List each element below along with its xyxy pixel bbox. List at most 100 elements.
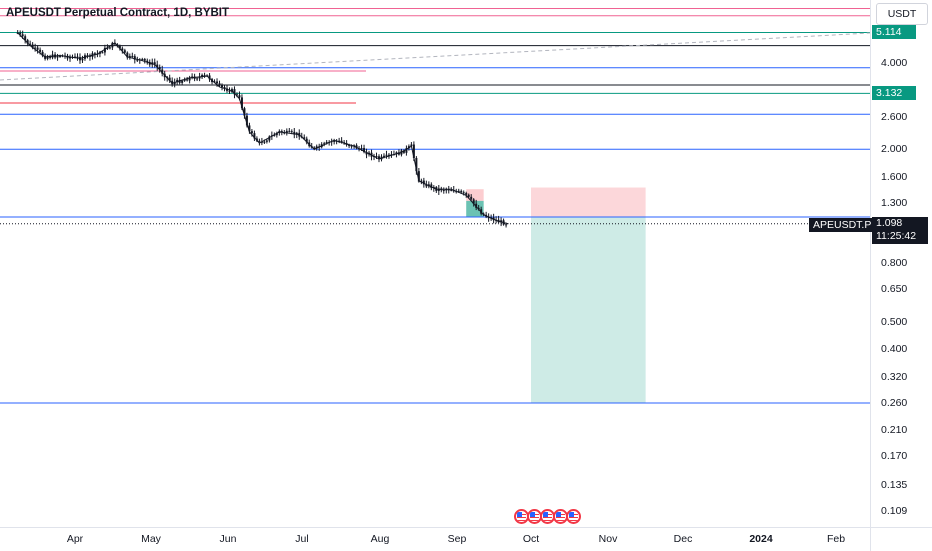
candle-body <box>360 148 363 150</box>
price-series-line <box>17 32 509 225</box>
candle-body <box>323 143 326 145</box>
economic-event-flag-icon[interactable] <box>553 509 568 524</box>
y-tick-label: 1.300 <box>881 196 908 209</box>
candle-body <box>442 190 445 192</box>
x-tick-label: Sep <box>447 533 467 545</box>
candle-body <box>24 36 27 41</box>
candle-body <box>420 180 423 182</box>
y-tick-label: 2.000 <box>881 143 908 156</box>
candle-body <box>405 148 408 153</box>
candle-body <box>128 55 131 58</box>
candle-body <box>333 140 336 142</box>
time-scale[interactable] <box>0 527 870 551</box>
x-tick-label: Feb <box>826 533 846 545</box>
price-scale[interactable]: 4.000 2.600 2.000 1.600 1.300 0.800 0.650 0.500… <box>870 0 932 527</box>
candle-body <box>375 156 378 158</box>
candle-body <box>133 56 136 60</box>
candle-body <box>93 53 96 55</box>
candle-body <box>385 154 388 156</box>
small-position-stop-zone <box>466 189 484 201</box>
y-tick-label: 1.600 <box>881 170 908 183</box>
candle-body <box>228 90 231 92</box>
candle-body <box>275 133 278 136</box>
y-tick-label: 4.000 <box>881 57 908 69</box>
candle-body <box>465 193 468 195</box>
current-price-label: 1.098 11:25:42 <box>872 217 928 244</box>
candle-body <box>382 155 385 157</box>
candle-body <box>191 76 194 78</box>
candle-body <box>153 62 156 65</box>
candle-body <box>430 184 433 189</box>
candle-body <box>243 108 246 116</box>
candle-body <box>425 184 428 187</box>
y-tick-label: 0.800 <box>881 257 908 270</box>
candle-body <box>216 81 219 84</box>
y-tick-label: 0.260 <box>881 397 908 409</box>
candle-body <box>313 147 316 149</box>
candle-body <box>265 140 268 142</box>
symbol-label: APEUSDT.P <box>809 218 876 232</box>
candle-body <box>305 138 308 143</box>
candle-body <box>258 140 261 142</box>
candle-body <box>26 40 29 44</box>
candle-body <box>183 79 186 81</box>
candle-body <box>41 51 44 56</box>
candle-body <box>290 131 293 133</box>
candle-body <box>81 58 84 61</box>
bar-countdown: 11:25:42 <box>876 230 917 242</box>
candle-body <box>363 148 366 153</box>
candle-body <box>250 131 253 134</box>
y-tick-label: 0.500 <box>881 315 908 328</box>
candle-body <box>315 146 318 149</box>
candle-body <box>86 55 89 57</box>
candle-body <box>198 76 201 79</box>
candle-body <box>268 136 271 141</box>
candle-body <box>263 141 266 143</box>
candle-body <box>422 180 425 185</box>
last-price: 1.098 <box>876 217 903 229</box>
candle-body <box>46 56 49 59</box>
candle-body <box>49 56 52 58</box>
candle-body <box>390 154 393 156</box>
candle-body <box>412 144 415 158</box>
candle-body <box>118 45 121 49</box>
candle-body <box>467 194 470 197</box>
x-tick-label: Apr <box>66 533 84 545</box>
candle-body <box>472 199 475 204</box>
candle-body <box>181 80 184 83</box>
x-tick-label: Nov <box>598 533 618 545</box>
candle-body <box>245 115 248 126</box>
candle-body <box>402 150 405 153</box>
candle-body <box>141 59 144 61</box>
candle-body <box>457 190 460 192</box>
x-tick-label: Oct <box>522 533 540 545</box>
candle-body <box>156 64 159 68</box>
y-tick-label: 0.400 <box>881 343 908 356</box>
candle-body <box>69 56 72 59</box>
candle-body <box>273 135 276 137</box>
chart-plot-area[interactable] <box>0 0 870 527</box>
y-tick-label: 0.170 <box>881 449 908 462</box>
candle-body <box>98 52 101 54</box>
candle-body <box>445 189 448 191</box>
candle-body <box>395 152 398 155</box>
short-position-target-zone <box>531 216 646 403</box>
candle-body <box>126 52 129 58</box>
candle-body <box>186 79 189 81</box>
economic-event-flag-icon[interactable] <box>566 509 581 524</box>
y-tick-label: 0.109 <box>881 505 908 518</box>
candle-body <box>505 224 508 226</box>
candle-body <box>355 145 358 149</box>
candle-body <box>196 78 199 80</box>
candle-body <box>111 42 114 48</box>
candle-body <box>470 196 473 200</box>
candle-body <box>218 83 221 86</box>
candle-body <box>131 55 134 57</box>
currency-button[interactable]: USDT <box>876 3 928 25</box>
candle-body <box>173 82 176 85</box>
candle-body <box>123 50 126 53</box>
x-tick-label: 2024 <box>749 533 773 545</box>
candle-body <box>415 157 418 172</box>
candle-body <box>106 47 109 49</box>
scale-corner <box>870 527 932 551</box>
